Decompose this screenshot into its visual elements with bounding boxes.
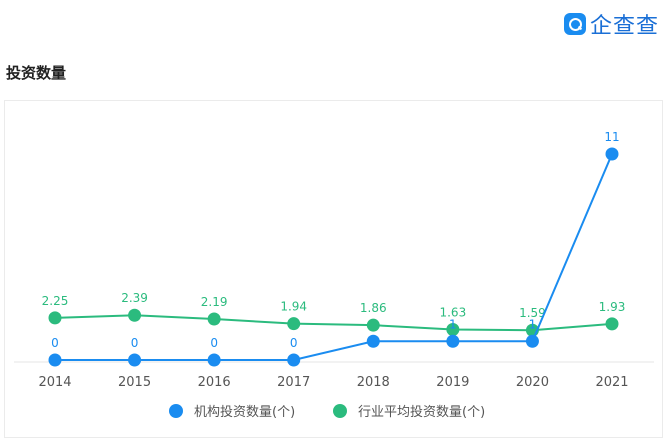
search-logo-icon: [563, 13, 586, 35]
x-tick-label: 2020: [516, 375, 549, 390]
data-point[interactable]: [446, 322, 460, 336]
data-label: 2.39: [121, 291, 148, 305]
data-label: 1: [529, 317, 537, 331]
x-axis-ticks: 2014 2015 2016 2017 2018 2019 2020 2021: [38, 375, 628, 390]
x-tick-label: 2014: [38, 375, 71, 390]
legend-label: 行业平均投资数量(个): [358, 404, 485, 420]
legend-marker: [169, 404, 183, 418]
x-tick-label: 2017: [277, 375, 310, 390]
legend-label: 机构投资数量(个): [194, 404, 295, 420]
data-label: 1.59: [519, 306, 546, 320]
data-point[interactable]: [128, 308, 142, 322]
legend-item[interactable]: 行业平均投资数量(个): [333, 404, 485, 420]
brand-logo: 企查查: [563, 8, 659, 40]
data-point[interactable]: [287, 353, 301, 367]
data-label: 1: [449, 317, 457, 331]
data-label: 0: [131, 336, 139, 350]
data-label: 1.86: [360, 301, 387, 315]
x-tick-label: 2019: [436, 375, 469, 390]
legend-item[interactable]: 机构投资数量(个): [169, 404, 295, 420]
data-point[interactable]: [366, 318, 380, 332]
data-label: 2.19: [201, 295, 228, 309]
data-label: 2.25: [42, 294, 69, 308]
data-point[interactable]: [48, 311, 62, 325]
section-title: 投资数量: [6, 64, 67, 82]
x-tick-label: 2021: [595, 375, 628, 390]
data-point[interactable]: [525, 334, 539, 348]
data-label: 0: [210, 336, 218, 350]
x-tick-label: 2016: [198, 375, 231, 390]
data-label: 1.93: [599, 300, 626, 314]
x-tick-label: 2015: [118, 375, 151, 390]
series-industry-average: 2.25 2.39 2.19 1.94 1.86 1.63 1.59 1.93: [42, 291, 626, 337]
chart-legend: 机构投资数量(个) 行业平均投资数量(个): [169, 404, 485, 420]
series-line: [55, 153, 613, 361]
data-point[interactable]: [446, 334, 460, 348]
brand-name: 企查查: [589, 14, 659, 39]
data-point[interactable]: [207, 353, 221, 367]
legend-marker: [333, 404, 347, 418]
data-label: 0: [51, 336, 59, 350]
series-institution: 0 0 0 01 111: [48, 130, 620, 367]
data-point[interactable]: [128, 353, 142, 367]
data-label: 0: [290, 336, 298, 350]
data-label: 1.63: [439, 305, 466, 319]
chart-container: [4, 100, 663, 438]
x-tick-label: 2018: [357, 375, 390, 390]
data-label: 11: [604, 130, 619, 144]
series-line: [54, 314, 613, 332]
data-point[interactable]: [605, 317, 619, 331]
data-point[interactable]: [287, 317, 301, 331]
data-point[interactable]: [207, 312, 221, 326]
data-point[interactable]: [366, 334, 380, 348]
data-point[interactable]: [48, 353, 62, 367]
data-point[interactable]: [605, 147, 619, 161]
data-label: 1.94: [280, 300, 307, 314]
chart-series: 2.25 2.39 2.19 1.94 1.86 1.63 1.59 1.930 0 0 01 111: [42, 130, 626, 367]
